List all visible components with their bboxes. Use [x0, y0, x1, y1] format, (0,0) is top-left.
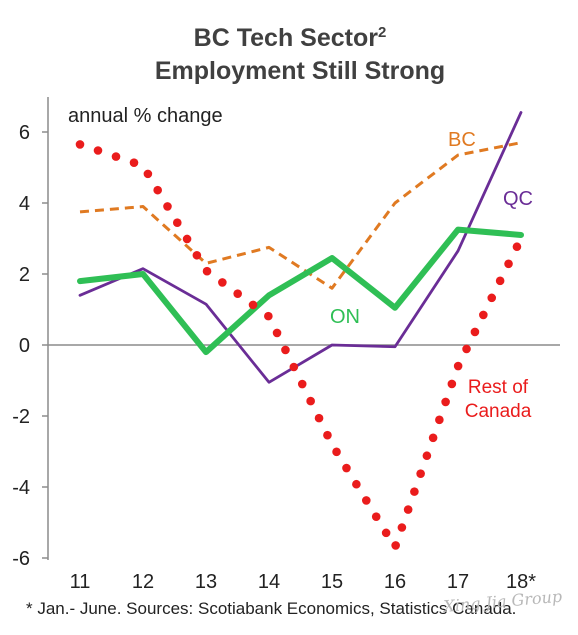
- series-label-qc: QC: [503, 188, 533, 210]
- series-rest-of-canada-dot: [143, 169, 153, 179]
- series-rest-of-canada-dot: [371, 512, 381, 521]
- series-rest-of-canada-dot: [202, 266, 212, 276]
- series-rest-of-canada-dot: [192, 250, 202, 260]
- series-rest-of-canada-dot: [289, 362, 299, 372]
- series-rest-of-canada-dot: [272, 328, 282, 338]
- footnote: * Jan.- June. Sources: Scotiabank Econom…: [26, 599, 516, 618]
- chart-title: BC Tech Sector2: [194, 24, 387, 52]
- series-label-line: Canada: [465, 401, 532, 422]
- series-qc-line: [78, 111, 523, 384]
- y-tick-label: 0: [19, 335, 30, 357]
- series-label-line: Rest of: [468, 377, 529, 398]
- y-tick-label: -6: [12, 548, 30, 570]
- series-rest-of-canada-dot: [297, 379, 307, 389]
- y-tick-label: 4: [19, 193, 30, 215]
- series-rest-of-canada-dot: [504, 259, 513, 269]
- series-rest-of-canada-dot: [435, 415, 444, 425]
- series-rest-of-canada-dot: [111, 152, 121, 161]
- series-rest-of-canada-dot: [233, 289, 242, 298]
- series-rest-of-canada-dot: [397, 523, 407, 532]
- series-rest-of-canada-dot: [342, 463, 351, 473]
- x-tick-label: 16: [384, 571, 406, 593]
- series-rest-of-canada-dot: [441, 397, 450, 407]
- series-label-on: ON: [330, 306, 360, 328]
- series-rest-of-canada-dot: [306, 396, 315, 406]
- x-tick-label: 18*: [506, 571, 536, 593]
- x-tick-label: 15: [321, 571, 343, 593]
- series-rest-of-canada-dot: [323, 430, 332, 440]
- series-rest-of-canada-dot: [248, 300, 258, 310]
- x-tick-label: 12: [132, 571, 154, 593]
- series-rest-of-canada-dot: [153, 185, 162, 195]
- series-bc-line: [79, 141, 522, 290]
- series-rest-of-canada-dot: [172, 218, 182, 228]
- series-rest-of-canada-dot: [462, 344, 471, 354]
- series-rest-of-canada-dot: [487, 293, 497, 303]
- y-tick-label: 6: [19, 122, 30, 144]
- series-rest-of-canada-dot: [281, 345, 290, 355]
- series-rest-of-canada-dot: [391, 541, 400, 550]
- chart-title-line2: Employment Still Strong: [155, 57, 445, 85]
- plot-area: 6 4 2 0 -2 -4 -6 11 12 13 14 15 16 17 18* BC QC ON Rest of…: [12, 97, 560, 593]
- y-tick-label: -2: [12, 406, 30, 428]
- series-rest-of-canada-dot: [495, 276, 505, 286]
- series-label-bc: BC: [448, 129, 476, 151]
- chart-title-superscript: 2: [378, 24, 386, 41]
- series-rest-of-canada-dot: [218, 278, 227, 287]
- chart-title-main: BC Tech Sector: [194, 24, 379, 52]
- x-tick-label: 17: [447, 571, 469, 593]
- series-rest-of-canada-dot: [428, 433, 438, 443]
- series-rest-of-canada-dot: [453, 361, 463, 371]
- series-rest-of-canada-dot: [410, 487, 419, 496]
- series-rest-of-canada-dot: [129, 158, 139, 167]
- series-rest-of-canada-dot: [381, 528, 391, 538]
- series-on-line: [77, 226, 524, 356]
- y-axis-label: annual % change: [68, 105, 223, 127]
- series-rest-of-canada-dot: [75, 140, 85, 149]
- series-rest-of-canada-dot: [512, 242, 522, 252]
- series-rest-of-canada-dot: [422, 451, 432, 461]
- series-rest-of-canada-dot: [361, 496, 371, 505]
- series-rest-of-canada-dot: [403, 505, 413, 514]
- series-rest-of-canada-dot: [416, 469, 425, 478]
- series-rest-of-canada-dot: [479, 310, 488, 320]
- series-label-rest-of-canada: Rest of Canada: [465, 377, 532, 422]
- x-tick-label: 13: [195, 571, 217, 593]
- x-tick-label: 14: [258, 571, 280, 593]
- y-tick-label: 2: [19, 264, 30, 286]
- series-rest-of-canada-dot: [264, 311, 273, 321]
- x-tick-label: 11: [70, 571, 91, 593]
- series-rest-of-canada-dot: [352, 479, 361, 489]
- series-rest-of-canada-dot: [314, 413, 324, 423]
- series-rest-of-canada-dot: [182, 234, 192, 244]
- series-rest-of-canada-dot: [163, 202, 172, 211]
- y-tick-label: -4: [12, 477, 30, 499]
- series-rest-of-canada-dot: [332, 447, 341, 457]
- series-rest-of-canada-dot: [93, 146, 103, 155]
- series-rest-of-canada-dot: [447, 379, 457, 389]
- series-rest-of-canada-dot: [470, 327, 480, 337]
